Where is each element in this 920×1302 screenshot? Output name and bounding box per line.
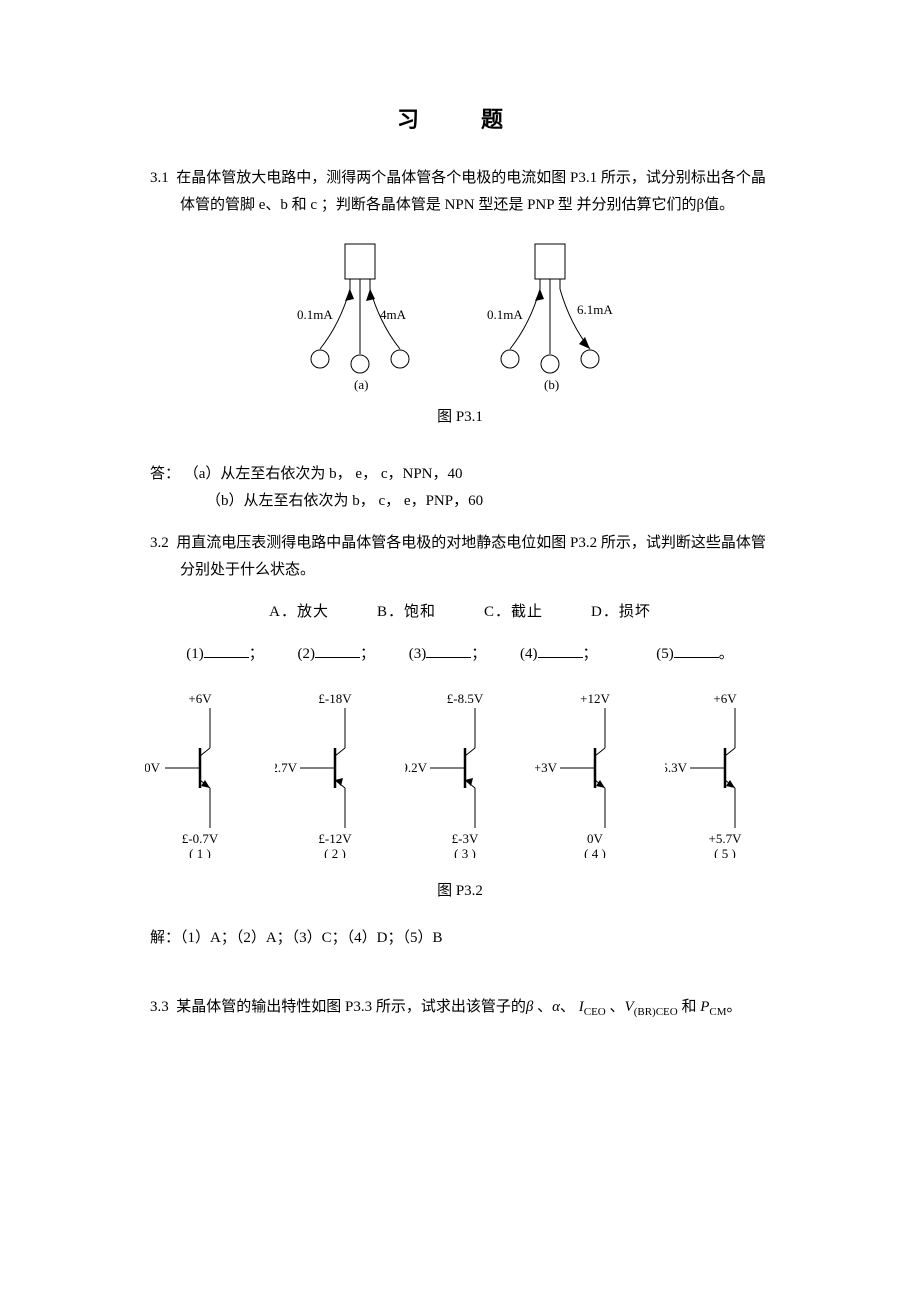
t-label: ( 4 ) — [584, 846, 606, 858]
t-label: ( 5 ) — [714, 846, 736, 858]
sub-iceo: CEO — [584, 1006, 606, 1018]
sep: 、 — [560, 999, 579, 1015]
t-label: ( 2 ) — [324, 846, 346, 858]
blank-num: (4) — [520, 646, 538, 662]
v-mid: £-12.7V — [275, 760, 298, 775]
options-row: A．放大 B．饱和 C．截止 D．损坏 — [150, 599, 770, 626]
answer-text: 解：（1）A；（2）A；（3）C；（4）D；（5）B — [150, 930, 443, 946]
blank-4: (4) ； — [520, 641, 598, 668]
blank-num: (3) — [409, 646, 427, 662]
problem-num: 3.2 — [150, 535, 169, 551]
t-label: ( 3 ) — [454, 846, 476, 858]
v-bot: £-12V — [318, 831, 352, 846]
v-bot: +5.7V — [709, 831, 743, 846]
blank-1: (1) ； — [186, 641, 264, 668]
answer-b: （b）从左至右依次为 b， c， e，PNP，60 — [206, 493, 483, 509]
transistor-1: +6V 0V £-0.7V ( 1 ) — [145, 688, 255, 868]
v-top: £-18V — [318, 691, 352, 706]
blank-line — [315, 642, 360, 658]
v-bot: 0V — [587, 831, 604, 846]
problem-3-2: 3.2 用直流电压表测得电路中晶体管各电极的对地静态电位如图 P3.2 所示，试… — [150, 530, 770, 952]
v-mid: 0V — [145, 760, 161, 775]
problem-body: 在晶体管放大电路中，测得两个晶体管各个电极的电流如图 P3.1 所示，试分别标出… — [176, 170, 766, 213]
problem-num: 3.3 — [150, 999, 169, 1015]
blank-line — [538, 642, 583, 658]
v-bot: £-0.7V — [182, 831, 219, 846]
blank-2: (2) ； — [297, 641, 375, 668]
sep: 、 — [533, 999, 552, 1015]
sub-label: (b) — [544, 377, 559, 392]
blank-line — [204, 642, 249, 658]
figure-caption: 图 P3.1 — [150, 404, 770, 431]
figure-caption: 图 P3.2 — [150, 878, 770, 905]
t-label: ( 1 ) — [189, 846, 211, 858]
blanks-row: (1) ； (2) ； (3) ； (4) ； (5) 。 — [150, 641, 770, 668]
v-mid: +3V — [535, 760, 558, 775]
problem-body: 用直流电压表测得电路中晶体管各电极的对地静态电位如图 P3.2 所示，试判断这些… — [176, 535, 766, 578]
blank-line — [426, 642, 471, 658]
figure-p31: 0.1mA 4mA (a) 0.1mA — [150, 234, 770, 431]
v-mid: £-9.2V — [405, 760, 428, 775]
current-label: 4mA — [380, 307, 407, 322]
problem-text: 3.2 用直流电压表测得电路中晶体管各电极的对地静态电位如图 P3.2 所示，试… — [150, 530, 770, 584]
blank-sep: ； — [360, 646, 375, 662]
v-top: +6V — [188, 691, 212, 706]
text-pre: 某晶体管的输出特性如图 P3.3 所示，试求出该管子的 — [176, 999, 526, 1015]
page-title: 习 题 — [150, 100, 770, 140]
v-mid: +5.3V — [665, 760, 688, 775]
answer-prefix: 答： — [150, 466, 180, 482]
transistor-4: +12V +3V 0V ( 4 ) — [535, 688, 645, 868]
problem-3-1: 3.1 在晶体管放大电路中，测得两个晶体管各个电极的电流如图 P3.1 所示，试… — [150, 165, 770, 515]
text-end: 。 — [727, 999, 742, 1015]
v-bot: £-3V — [452, 831, 479, 846]
blank-sep: ； — [249, 646, 264, 662]
current-label: 6.1mA — [577, 302, 613, 317]
sym-vbrceo: V — [625, 999, 634, 1015]
transistor-2: £-18V £-12.7V £-12V ( 2 ) — [275, 688, 385, 868]
sym-pcm: P — [700, 999, 709, 1015]
v-top: +6V — [713, 691, 737, 706]
answer-3-1: 答： （a）从左至右依次为 b， e， c，NPN，40 （b）从左至右依次为 … — [150, 461, 770, 515]
problem-text: 3.3 某晶体管的输出特性如图 P3.3 所示，试求出该管子的β 、α、 ICE… — [150, 994, 770, 1023]
transistor-package-a: 0.1mA 4mA (a) — [285, 234, 435, 394]
v-top: +12V — [580, 691, 610, 706]
sub-vbrceo: (BR)CEO — [634, 1006, 678, 1018]
sep: 、 — [606, 999, 625, 1015]
sub-pcm: CM — [709, 1006, 726, 1018]
transistor-package-b: 0.1mA 6.1mA (b) — [475, 234, 635, 394]
v-top: £-8.5V — [447, 691, 484, 706]
current-label: 0.1mA — [487, 307, 523, 322]
blank-num: (5) — [656, 646, 674, 662]
blank-5: (5) 。 — [656, 641, 734, 668]
answer-a: （a）从左至右依次为 b， e， c，NPN，40 — [184, 466, 463, 482]
blank-num: (2) — [297, 646, 315, 662]
sym-alpha: α — [552, 999, 560, 1015]
blank-3: (3) ； — [409, 641, 487, 668]
blank-line — [674, 642, 719, 658]
transistor-5: +6V +5.3V +5.7V ( 5 ) — [665, 688, 775, 868]
blank-sep: ； — [583, 646, 598, 662]
text-mid: 和 — [678, 999, 701, 1015]
transistor-3: £-8.5V £-9.2V £-3V ( 3 ) — [405, 688, 515, 868]
sub-label: (a) — [354, 377, 368, 392]
answer-3-2: 解：（1）A；（2）A；（3）C；（4）D；（5）B — [150, 925, 770, 952]
blank-num: (1) — [186, 646, 204, 662]
blank-sep: ； — [471, 646, 486, 662]
problem-num: 3.1 — [150, 170, 169, 186]
problem-3-3: 3.3 某晶体管的输出特性如图 P3.3 所示，试求出该管子的β 、α、 ICE… — [150, 994, 770, 1023]
transistor-row: +6V 0V £-0.7V ( 1 ) £-18V — [150, 688, 770, 868]
blank-sep: 。 — [719, 646, 734, 662]
current-label: 0.1mA — [297, 307, 333, 322]
problem-text: 3.1 在晶体管放大电路中，测得两个晶体管各个电极的电流如图 P3.1 所示，试… — [150, 165, 770, 219]
